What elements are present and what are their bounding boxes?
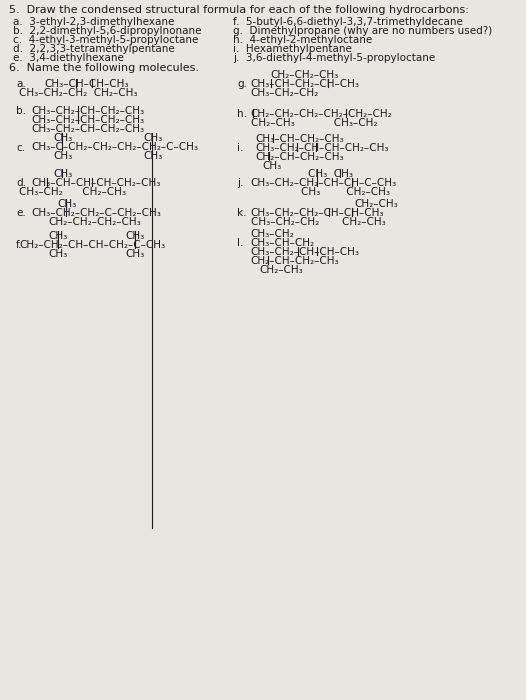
Text: f.  5-butyl-6,6-diethyl-3,3,7-trimethyldecane: f. 5-butyl-6,6-diethyl-3,3,7-trimethylde… — [233, 17, 463, 27]
Text: j.  3,6-diethyl-4-methyl-5-propyloctane: j. 3,6-diethyl-4-methyl-5-propyloctane — [233, 53, 435, 63]
Text: CH₃        CH₂–CH₃: CH₃ CH₂–CH₃ — [301, 187, 390, 197]
Text: h.: h. — [237, 109, 247, 119]
Text: k.: k. — [237, 208, 247, 218]
Text: c.: c. — [16, 143, 25, 153]
Text: a.  3-ethyl-2,3-dimethylhexane: a. 3-ethyl-2,3-dimethylhexane — [13, 17, 175, 27]
Text: CH₃: CH₃ — [49, 249, 68, 259]
Text: d.: d. — [16, 178, 26, 188]
Text: CH₃: CH₃ — [262, 161, 281, 171]
Text: CH₂–CH₃            CH₃–CH₂: CH₂–CH₃ CH₃–CH₂ — [251, 118, 377, 128]
Text: g.: g. — [237, 79, 247, 89]
Text: CH₃: CH₃ — [53, 169, 73, 179]
Text: CH₃–CH₂–CH–CH–CH₂–CH₃: CH₃–CH₂–CH–CH–CH₂–CH₃ — [255, 143, 389, 153]
Text: e.: e. — [16, 208, 26, 218]
Text: CH₃–CH–CH–CH–CH₂–CH₃: CH₃–CH–CH–CH–CH₂–CH₃ — [31, 178, 160, 188]
Text: b.  2,2-dimethyl-5,6-dipropylnonane: b. 2,2-dimethyl-5,6-dipropylnonane — [13, 26, 202, 36]
Text: a.: a. — [16, 79, 26, 89]
Text: CH₃–C–CH₂–CH₂–CH₂–CH₂–C–CH₃: CH₃–C–CH₂–CH₂–CH₂–CH₂–C–CH₃ — [31, 142, 198, 152]
Text: CH₃: CH₃ — [126, 231, 145, 241]
Text: CH₃–CH₂–CH₂: CH₃–CH₂–CH₂ — [251, 88, 319, 98]
Text: CH₃–CH–CH₂–CH₃: CH₃–CH–CH₂–CH₃ — [255, 134, 344, 144]
Text: CH₃: CH₃ — [144, 151, 163, 161]
Text: c.  4-ethyl-3-methyl-5-propyloctane: c. 4-ethyl-3-methyl-5-propyloctane — [13, 35, 199, 45]
Text: CH₂–CH₂–CH–CH–CH₂–C–CH₃: CH₂–CH₂–CH–CH–CH₂–C–CH₃ — [19, 240, 166, 250]
Text: l.: l. — [237, 238, 244, 248]
Text: h.  4-ethyl-2-methyloctane: h. 4-ethyl-2-methyloctane — [233, 35, 372, 45]
Text: CH₃–CH₂–CH–CH₂–CH₃: CH₃–CH₂–CH–CH₂–CH₃ — [31, 124, 144, 134]
Text: CH₃–CH₂–CH₂–CH–CH–C–CH₃: CH₃–CH₂–CH₂–CH–CH–C–CH₃ — [251, 178, 397, 188]
Text: d.  2,2,3,3-tetramethylpentane: d. 2,2,3,3-tetramethylpentane — [13, 44, 175, 54]
Text: CH₂–CH₃: CH₂–CH₃ — [355, 199, 398, 209]
Text: f.: f. — [16, 240, 22, 250]
Text: CH₃: CH₃ — [57, 199, 77, 209]
Text: CH₃  CH₃: CH₃ CH₃ — [308, 169, 353, 179]
Text: CH₃: CH₃ — [49, 231, 68, 241]
Text: j.: j. — [237, 178, 244, 188]
Text: CH₃: CH₃ — [144, 133, 163, 143]
Text: CH₂–CH₂–CH₂–CH₂–CH₂–CH₂: CH₂–CH₂–CH₂–CH₂–CH₂–CH₂ — [251, 109, 392, 119]
Text: CH₃–CH₂–CH₂       CH₂–CH₃: CH₃–CH₂–CH₂ CH₂–CH₃ — [251, 217, 386, 227]
Text: CH₂–CH–CH₂–CH₃: CH₂–CH–CH₂–CH₃ — [255, 152, 344, 162]
Text: CH₃–CH₂–CH₂–C–CH₂–CH₃: CH₃–CH₂–CH₂–C–CH₂–CH₃ — [31, 208, 161, 218]
Text: CH₂–CH–CH₂–CH₃: CH₂–CH–CH₂–CH₃ — [251, 256, 339, 266]
Text: b.: b. — [16, 106, 26, 116]
Text: 6.  Name the following molecules.: 6. Name the following molecules. — [9, 63, 199, 73]
Text: CH₂–CH₃: CH₂–CH₃ — [260, 265, 304, 275]
Text: i.  Hexamethylpentane: i. Hexamethylpentane — [233, 44, 352, 54]
Text: CH₂–CH₂–CH₃: CH₂–CH₂–CH₃ — [270, 70, 338, 80]
Text: CH₃–CH₂–CH–CH₂–CH₃: CH₃–CH₂–CH–CH₂–CH₃ — [31, 115, 144, 125]
Text: g.  Dimethylpropane (why are no numbers used?): g. Dimethylpropane (why are no numbers u… — [233, 26, 492, 36]
Text: CH₃–CH₂–CH₂–CH–CH–CH₃: CH₃–CH₂–CH₂–CH–CH–CH₃ — [251, 208, 384, 218]
Text: CH₃–CH₂      CH₂–CH₃: CH₃–CH₂ CH₂–CH₃ — [19, 187, 126, 197]
Text: CH₂–CH₂–CH₂–CH₃: CH₂–CH₂–CH₂–CH₃ — [49, 217, 141, 227]
Text: e.  3,4-diethylhexane: e. 3,4-diethylhexane — [13, 53, 124, 63]
Text: i.: i. — [237, 143, 244, 153]
Text: 5.  Draw the condensed structural formula for each of the following hydrocarbons: 5. Draw the condensed structural formula… — [9, 5, 469, 15]
Text: CH₃: CH₃ — [53, 151, 73, 161]
Text: CH₃: CH₃ — [53, 133, 73, 143]
Text: CH₃–CH–CH–CH₃: CH₃–CH–CH–CH₃ — [44, 79, 129, 89]
Text: CH₃: CH₃ — [126, 249, 145, 259]
Text: CH₃–CH₂–CH–CH₂–CH₃: CH₃–CH₂–CH–CH₂–CH₃ — [31, 106, 144, 116]
Text: CH₃–CH–CH₂: CH₃–CH–CH₂ — [251, 238, 315, 248]
Text: CH₃–CH–CH₂–CH–CH₃: CH₃–CH–CH₂–CH–CH₃ — [251, 79, 360, 89]
Text: CH₃–CH₂–CH–CH–CH₃: CH₃–CH₂–CH–CH–CH₃ — [251, 247, 360, 257]
Text: CH₃–CH₂: CH₃–CH₂ — [251, 229, 295, 239]
Text: CH₃–CH₂–CH₂  CH₂–CH₃: CH₃–CH₂–CH₂ CH₂–CH₃ — [19, 88, 138, 98]
